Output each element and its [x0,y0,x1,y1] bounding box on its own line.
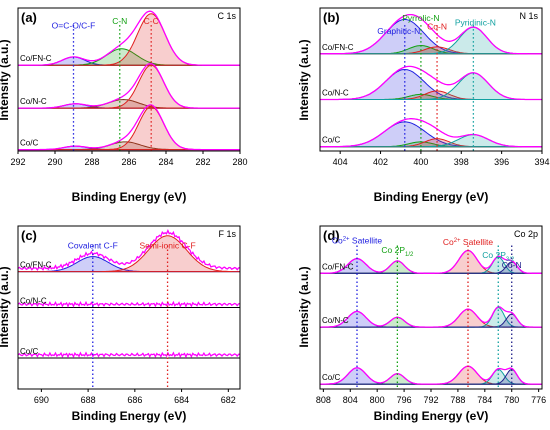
x-tick-label: 808 [316,395,331,405]
x-tick-label: 280 [232,157,247,167]
peak-annotation: Co-N [427,22,447,32]
panel-letter: (c) [21,228,37,243]
envelope-line [320,306,542,328]
sample-label: Co/C [20,347,38,356]
component-peak [18,64,240,109]
panel-b: 404 402 400 398 396 394 Binding Energy (eV) Int… [297,7,550,204]
x-tick-label: 690 [34,395,49,405]
envelope-line [320,365,542,385]
envelope-line [18,300,240,308]
envelope-line [18,228,240,271]
peak-annotation: C-N [112,16,127,26]
x-tick-label: 398 [454,157,469,167]
sample-label: Co/C [322,136,340,145]
x-tick-label: 784 [477,395,492,405]
peak-annotation: Pyridinic-N [455,17,496,27]
x-tick-label: 396 [494,157,509,167]
envelope-line [320,65,542,101]
panel-letter: (a) [21,10,37,25]
y-axis-label: Intensity (a.u.) [297,39,311,120]
plot-frame [319,7,543,152]
element-label: Co 2p [514,229,538,239]
peak-annotation: Graphitic-N [377,26,420,36]
sample-label: Co/FN-C [322,43,354,52]
panel-d: 808 804 800 796 792 788 784 780 776 Binding Energ… [297,225,546,423]
x-tick-label: 286 [121,157,136,167]
peak-annotation: C-C [144,16,159,26]
plot-area [18,10,240,151]
y-axis-label: Intensity (a.u.) [297,266,311,347]
sample-label: Co/FN-C [322,262,354,271]
element-label: C 1s [217,11,236,21]
envelope-line [320,118,542,148]
x-tick-label: 682 [221,395,236,405]
x-tick-label: 684 [174,395,189,405]
element-label: N 1s [519,11,538,21]
envelope-line [18,351,240,359]
x-axis-label: Binding Energy (eV) [72,190,187,204]
sample-label: Co/C [20,139,38,148]
panel-c: 690 688 686 684 682 Binding Energy (eV) Intens… [0,225,241,423]
x-axis-label: Binding Energy (eV) [72,409,187,423]
x-tick-label: 290 [47,157,62,167]
peak-annotation: Co 2P1/2 [381,245,414,258]
envelope-line [18,104,240,151]
peak-annotation: Pyrrolic-N [402,13,439,23]
sample-label: Co/N-C [20,297,47,306]
plot-frame [319,225,543,390]
x-tick-label: 804 [343,395,358,405]
x-tick-label: 800 [370,395,385,405]
panel-a: 292 290 288 286 284 282 280 Binding Energy (eV)… [0,7,248,204]
plot-area [18,228,240,389]
peak-annotation: Semi-ionic C-F [139,240,195,250]
plot-area [320,245,542,389]
sample-label: Co/C [322,373,340,382]
x-tick-label: 688 [81,395,96,405]
component-peak [18,106,240,151]
panel-letter: (d) [323,228,340,243]
x-tick-label: 282 [195,157,210,167]
x-tick-label: 792 [423,395,438,405]
y-axis-label: Intensity (a.u.) [0,266,11,347]
x-tick-label: 288 [84,157,99,167]
peak-annotation: Covalent C-F [68,240,118,250]
sample-label: Co/N-C [20,97,47,106]
x-axis-label: Binding Energy (eV) [374,409,489,423]
peak-annotation: Co-N [502,260,522,270]
envelope-line [320,13,542,55]
sample-label: Co/FN-C [20,261,52,270]
x-tick-label: 686 [127,395,142,405]
envelope-line [18,62,240,109]
x-tick-label: 788 [450,395,465,405]
peak-annotation: Co2+ Satellite [443,237,494,247]
x-tick-label: 284 [158,157,173,167]
sample-label: Co/N-C [322,316,349,325]
element-label: F 1s [218,229,236,239]
x-tick-label: 292 [10,157,25,167]
x-tick-label: 796 [397,395,412,405]
x-tick-label: 402 [373,157,388,167]
x-tick-label: 776 [531,395,546,405]
x-tick-label: 780 [504,395,519,405]
x-tick-label: 400 [413,157,428,167]
peak-annotation: O=C-O/C-F [52,20,96,30]
peak-annotation: Co2+ Satellite [332,235,383,245]
plot-area [320,13,542,151]
y-axis-label: Intensity (a.u.) [0,39,11,120]
plot-frame [17,225,241,390]
component-peak [18,235,240,273]
x-axis-label: Binding Energy (eV) [374,190,489,204]
x-tick-label: 394 [534,157,549,167]
panel-letter: (b) [323,10,340,25]
sample-label: Co/FN-C [20,54,52,63]
x-tick-label: 404 [333,157,348,167]
sample-label: Co/N-C [322,89,349,98]
peak-annotation: Co 2P3/2 [482,250,515,263]
envelope-line [18,10,240,66]
